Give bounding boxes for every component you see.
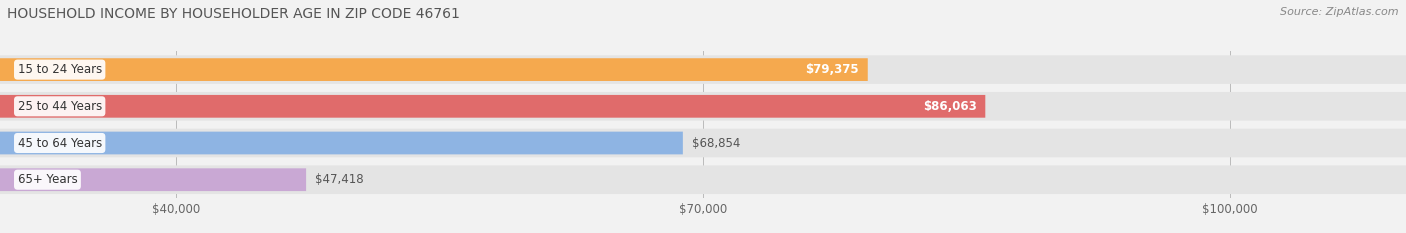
Text: Source: ZipAtlas.com: Source: ZipAtlas.com <box>1281 7 1399 17</box>
FancyBboxPatch shape <box>0 95 986 118</box>
Text: $86,063: $86,063 <box>922 100 977 113</box>
Text: $79,375: $79,375 <box>806 63 859 76</box>
FancyBboxPatch shape <box>0 129 1406 157</box>
Text: HOUSEHOLD INCOME BY HOUSEHOLDER AGE IN ZIP CODE 46761: HOUSEHOLD INCOME BY HOUSEHOLDER AGE IN Z… <box>7 7 460 21</box>
Text: $68,854: $68,854 <box>692 137 740 150</box>
FancyBboxPatch shape <box>0 165 1406 194</box>
Text: 15 to 24 Years: 15 to 24 Years <box>18 63 101 76</box>
FancyBboxPatch shape <box>0 92 1406 121</box>
FancyBboxPatch shape <box>0 55 1406 84</box>
Text: 25 to 44 Years: 25 to 44 Years <box>18 100 101 113</box>
FancyBboxPatch shape <box>0 168 307 191</box>
Text: 45 to 64 Years: 45 to 64 Years <box>18 137 101 150</box>
FancyBboxPatch shape <box>0 132 683 154</box>
FancyBboxPatch shape <box>0 58 868 81</box>
Text: $47,418: $47,418 <box>315 173 364 186</box>
Text: 65+ Years: 65+ Years <box>18 173 77 186</box>
